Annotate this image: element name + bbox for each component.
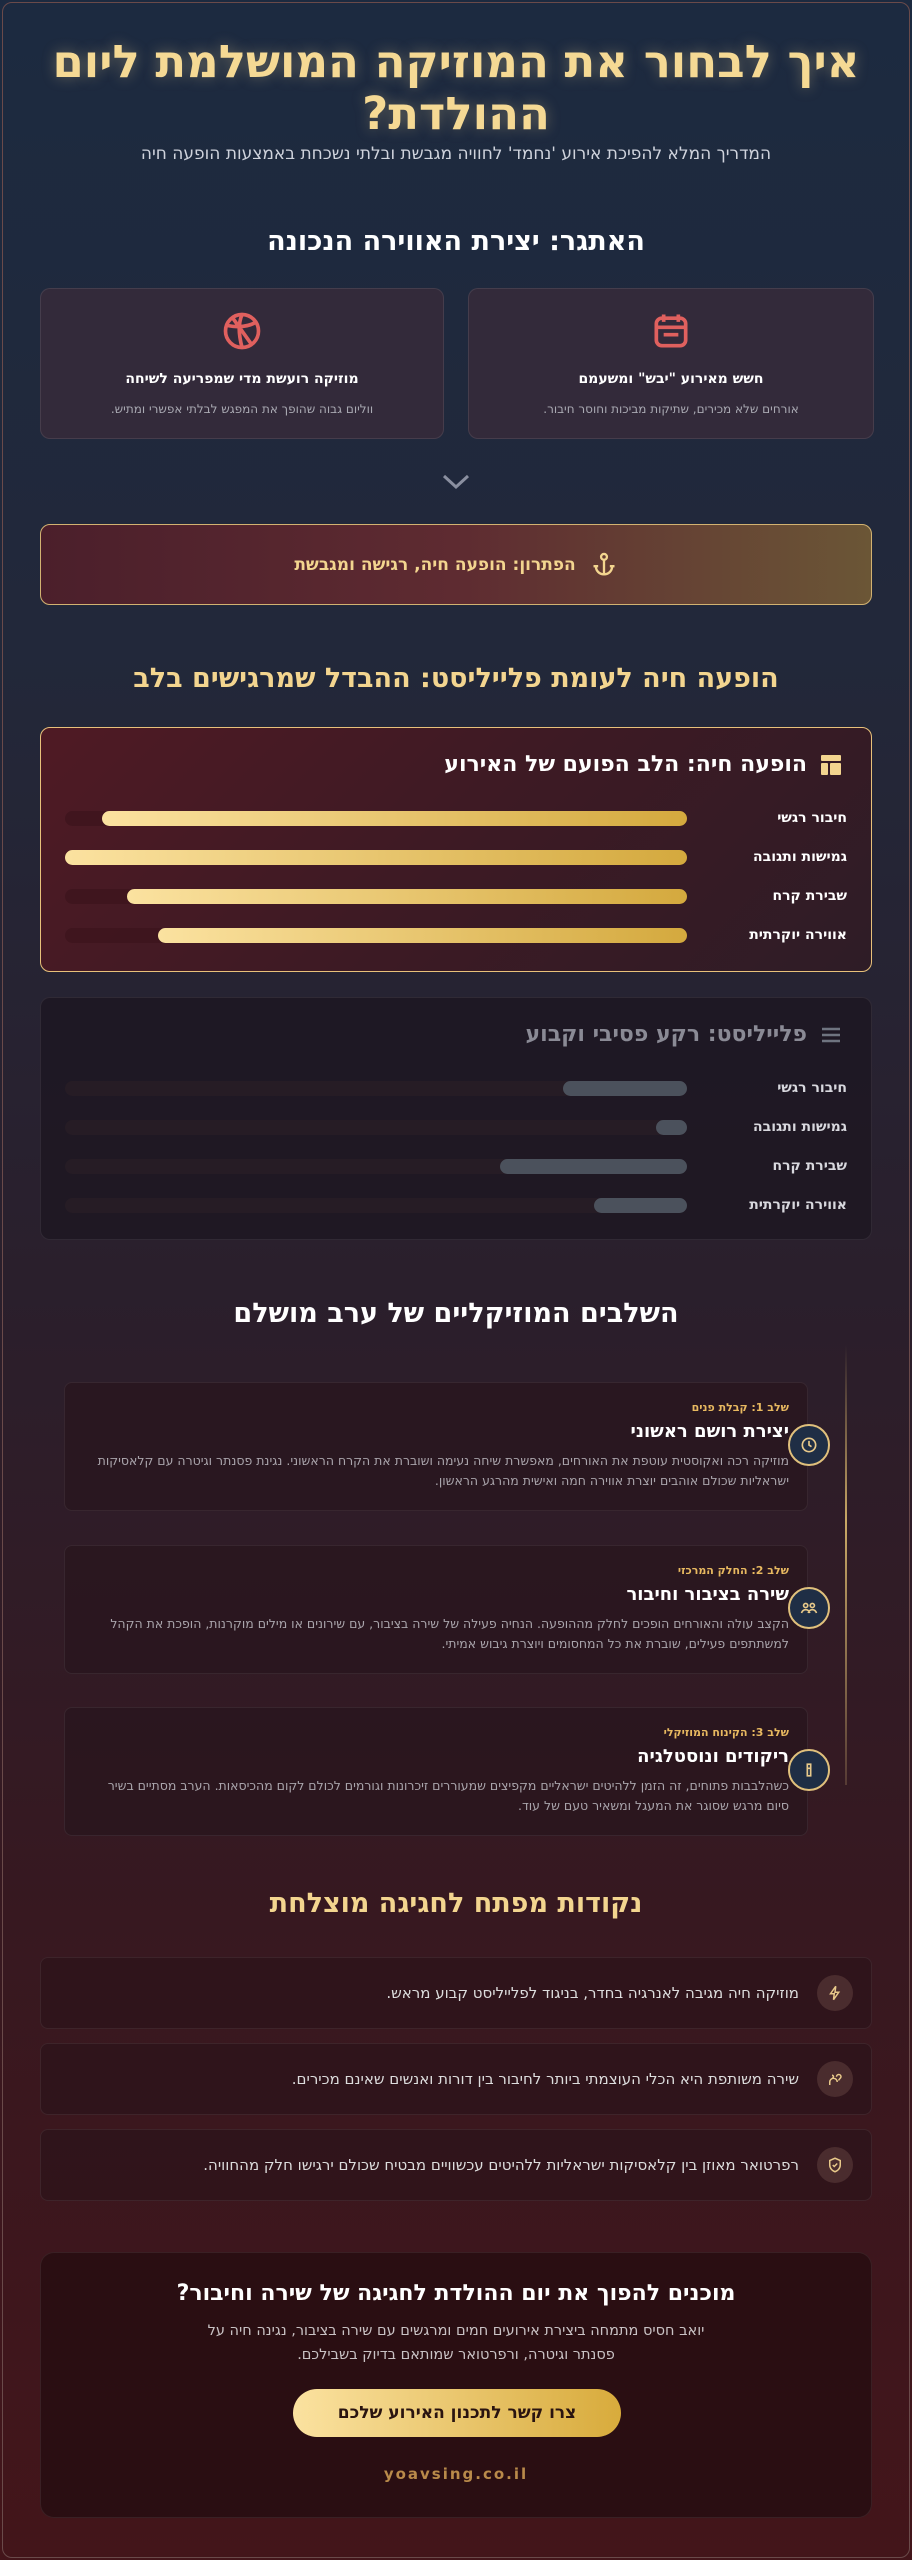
bar-label: אווירה יוקרתית — [749, 1197, 847, 1213]
key-icon — [817, 1975, 853, 2011]
bar-row: אווירה יוקרתית — [65, 1195, 847, 1215]
subtitle: המדריך המלא להפיכת אירוע 'נחמד' לחוויה מ… — [140, 144, 772, 164]
bar — [655, 1120, 687, 1135]
bar-track — [65, 811, 687, 826]
step-text: כשהלבבות פתוחים, זה הזמן ללהיטים ישראליי… — [107, 1778, 789, 1813]
step-card: שלב 3: הקינוח המוזיקלי ריקודים ונוסטלגיה כ… — [64, 1707, 808, 1836]
bar-label: גמישות ותגובה — [753, 1119, 847, 1135]
live-panel: הופעה חיה: הלב הפועם של האירוע חיבור רגש… — [40, 727, 872, 972]
key-point: מוזיקה חיה מגיבה לאנרגיה בחדר, בניגוד לפ… — [40, 1957, 872, 2029]
timeline — [845, 1345, 847, 1785]
bar — [65, 850, 687, 865]
step-label: שלב 1: קבלת פנים — [691, 1401, 789, 1414]
section-title: הופעה חיה לעומת פלייליסט: ההבדל שמרגישים… — [133, 663, 779, 694]
step-label: שלב 2: החלק המרכזי — [677, 1564, 789, 1577]
icon — [829, 2157, 841, 2173]
card-title: מוזיקה רועשת מדי שמפריעה לשיחה — [125, 371, 359, 387]
title: איך לבחור את המוזיקה המושלמת ליום ההולדת… — [52, 35, 860, 140]
bar-row: חיבור רגשי — [65, 1078, 847, 1098]
bar-label: שבירת קרח — [772, 1158, 848, 1174]
icon — [829, 2073, 842, 2085]
key-text: מוזיקה חיה מגיבה לאנרגיה בחדר, בניגוד לפ… — [386, 1984, 799, 2002]
step-title: שירה בציבור וחיבור — [626, 1584, 789, 1605]
step-icon — [788, 1749, 830, 1791]
bar-row: גמישות ותגובה — [65, 847, 847, 867]
bar — [562, 1081, 687, 1096]
section-title: האתגר: יצירת האווירה הנכונה — [267, 226, 645, 257]
bar — [500, 1159, 687, 1174]
icon — [821, 754, 841, 775]
step-title: יצירת רושם ראשוני — [630, 1421, 789, 1442]
challenge-card: מוזיקה רועשת מדי שמפריעה לשיחה ווליום גב… — [40, 288, 444, 439]
challenge-card: חשש מאירוע "יבש" ומשעמם אורחים שלא מכירי… — [468, 288, 874, 439]
icon — [654, 314, 688, 348]
key-text: שירה משותפת היא הכלי העוצמתי ביותר לחיבו… — [291, 2070, 799, 2088]
card-text: ווליום גבוה שהופך את המפגש לבלתי אפשרי ו… — [110, 402, 374, 416]
bar-row: שבירת קרח — [65, 1156, 847, 1176]
bar-track — [65, 889, 687, 904]
icon — [806, 1763, 812, 1777]
icon — [801, 1437, 817, 1453]
step-text: הקצב עולה והאורחים הופכים לחלק מההופעה. … — [110, 1616, 789, 1651]
bar-track — [65, 1159, 687, 1174]
bar-label: שבירת קרח — [772, 888, 848, 904]
solution: הפתרון: הופעה חיה, רגישה ומגבשת — [40, 524, 872, 605]
card-text: אורחים שלא מכירים, שתיקות מביכות וחוסר ח… — [543, 402, 799, 416]
panel-title: הופעה חיה: הלב הפועם של האירוע — [444, 752, 843, 777]
bar-label: חיבור רגשי — [777, 810, 847, 826]
bar-label: גמישות ותגובה — [753, 849, 847, 865]
bar-row: אווירה יוקרתית — [65, 925, 847, 945]
bar-track — [65, 1081, 687, 1096]
step-title: ריקודים ונוסטלגיה — [637, 1746, 789, 1767]
icon — [593, 552, 615, 576]
cta-text: יואב חסיס מתמחה ביצירת אירועים חמים ומרג… — [207, 2323, 705, 2363]
key-point: שירה משותפת היא הכלי העוצמתי ביותר לחיבו… — [40, 2043, 872, 2115]
key-point: רפרטואר מאוזן בין קלאסיקות ישראליות ללהי… — [40, 2129, 872, 2201]
site: yoavsing.co.il — [383, 2465, 529, 2483]
icon — [223, 312, 261, 350]
section-title: נקודות מפתח לחגיגה מוצלחת — [269, 1888, 643, 1919]
bar-row: חיבור רגשי — [65, 808, 847, 828]
panel-title: פלייליסט: רקע פסיבי וקבוע — [526, 1022, 843, 1047]
icon — [822, 1027, 840, 1042]
bar-label: חיבור רגשי — [777, 1080, 847, 1096]
key-icon — [817, 2147, 853, 2183]
panel-title-text: הופעה חיה: הלב הפועם של האירוע — [444, 752, 807, 777]
contact-button[interactable]: צרו קשר לתכנון האירוע שלכם — [293, 2389, 621, 2437]
key-icon — [817, 2061, 853, 2097]
step-card: שלב 2: החלק המרכזי שירה בציבור וחיבור הקצב… — [64, 1545, 808, 1674]
bar — [158, 928, 687, 943]
panel-title-text: פלייליסט: רקע פסיבי וקבוע — [525, 1022, 807, 1047]
step-icon — [788, 1424, 830, 1466]
step-card: שלב 1: קבלת פנים יצירת רושם ראשוני מוזיקה … — [64, 1382, 808, 1511]
icon — [829, 1985, 841, 2001]
step-text: מוזיקה רכה ואקוסטית עוטפת את האורחים, מא… — [97, 1453, 789, 1488]
cta-title: מוכנים להפוך את יום ההולדת לחגיגה של שיר… — [176, 2281, 736, 2306]
step-label: שלב 3: הקינוח המוזיקלי — [663, 1726, 789, 1739]
bar-row: גמישות ותגובה — [65, 1117, 847, 1137]
step-icon — [788, 1587, 830, 1629]
cta: מוכנים להפוך את יום ההולדת לחגיגה של שיר… — [40, 2252, 872, 2518]
key-text: רפרטואר מאוזן בין קלאסיקות ישראליות ללהי… — [203, 2156, 799, 2174]
bar-label: אווירה יוקרתית — [749, 927, 847, 943]
bar — [127, 889, 687, 904]
bar — [593, 1198, 687, 1213]
bar-track — [65, 1120, 687, 1135]
bar-track — [65, 1198, 687, 1213]
icon — [800, 1602, 818, 1614]
chevron — [442, 474, 470, 490]
bar-row: שבירת קרח — [65, 886, 847, 906]
solution-text: הפתרון: הופעה חיה, רגישה ומגבשת — [294, 554, 576, 575]
playlist-panel: פלייליסט: רקע פסיבי וקבוע חיבור רגשי גמיש… — [40, 997, 872, 1240]
section-title: השלבים המוזיקליים של ערב מושלם — [233, 1298, 679, 1329]
card-title: חשש מאירוע "יבש" ומשעמם — [578, 371, 764, 387]
bar — [102, 811, 687, 826]
bar-track — [65, 928, 687, 943]
bar-track — [65, 850, 687, 865]
